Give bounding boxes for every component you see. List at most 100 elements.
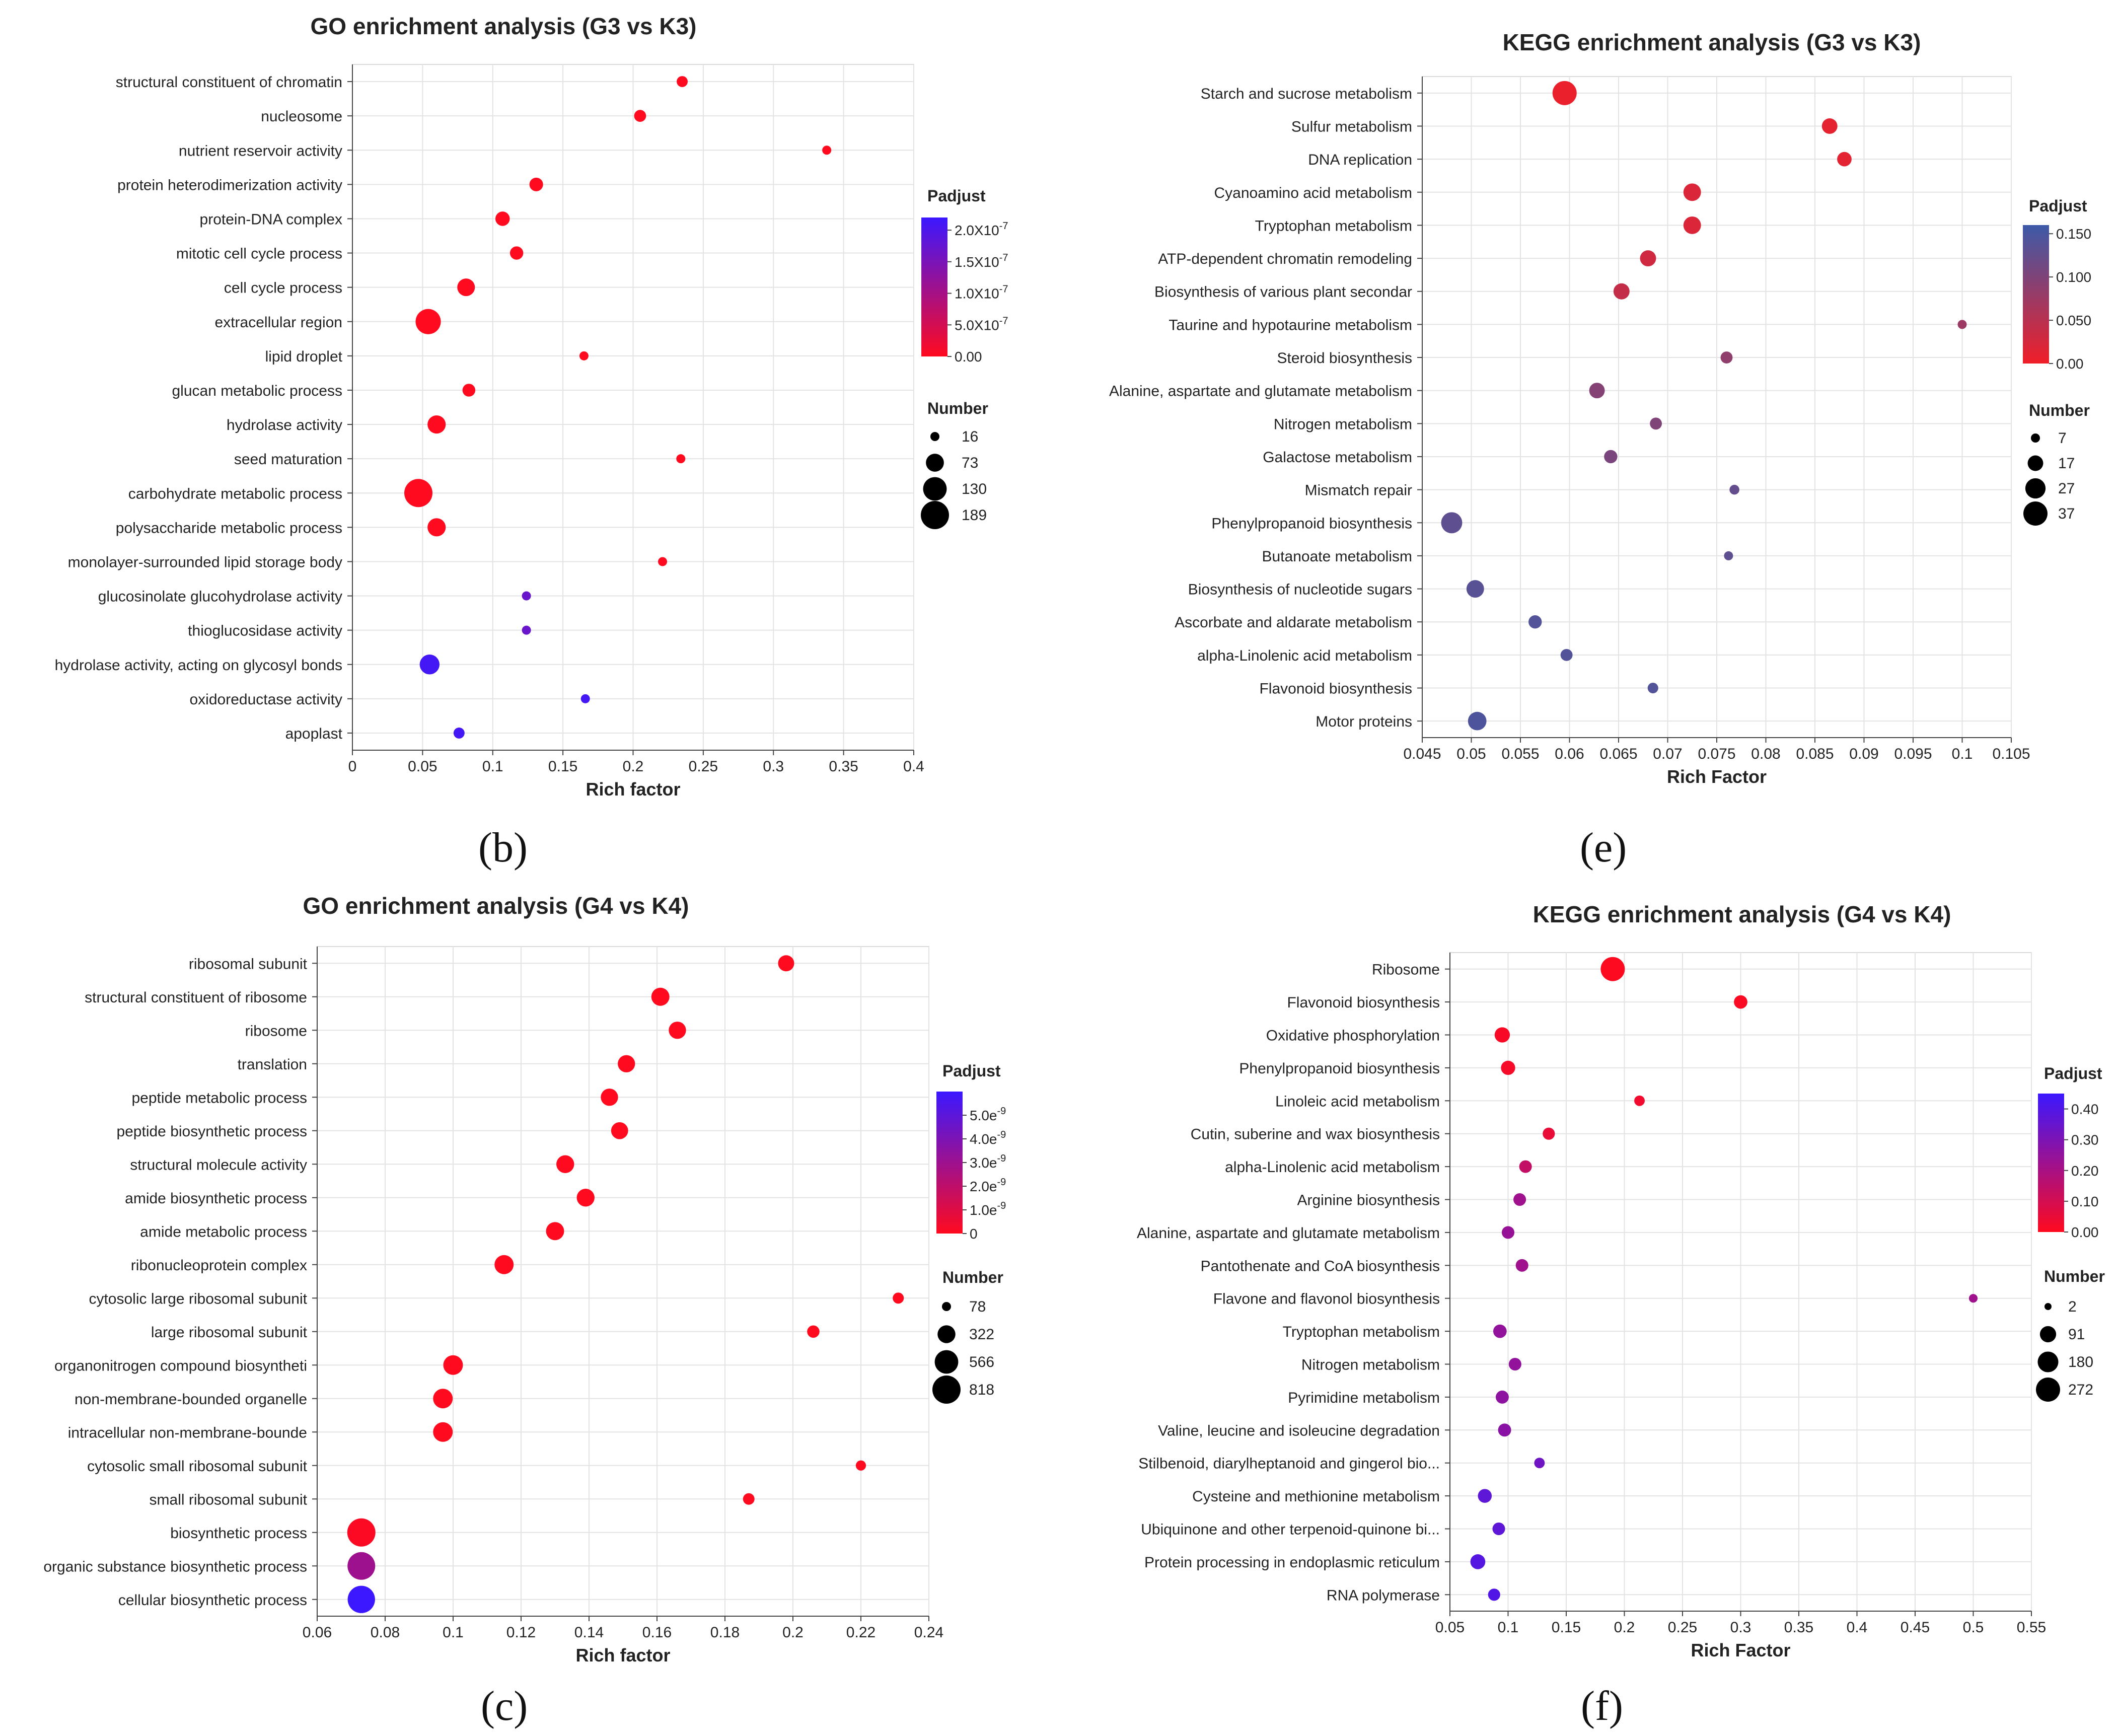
data-point [1724,551,1733,560]
term-label: Flavonoid biosynthesis [1287,994,1440,1011]
x-tick-label: 0.14 [574,1624,604,1641]
chart-c: GO enrichment analysis (G4 vs K4) 0.06 0.0… [43,893,1006,1666]
data-point [1968,1294,1978,1303]
term-label: Nitrogen metabolism [1274,416,1412,432]
term-label: RNA polymerase [1327,1587,1440,1604]
x-tick-label: 0.1 [1952,746,1973,762]
color-tick-label: 0.20 [2071,1163,2099,1179]
x-tick-label: 0.24 [914,1624,943,1641]
data-point [546,1222,564,1241]
data-point [634,110,646,122]
data-point [1468,711,1487,731]
color-tick-label: 0.100 [2056,269,2091,285]
term-label: amide metabolic process [140,1223,307,1240]
data-point [1478,1489,1492,1503]
data-point [419,655,440,675]
color-tick-base: 1.0e [970,1202,997,1218]
x-tick-label: 0.3 [763,758,784,775]
x-tick-label: 0.06 [1555,746,1584,762]
data-point [453,728,465,739]
data-point [1501,1226,1515,1239]
x-tick-label: 0.075 [1698,746,1735,762]
data-point [347,1552,376,1580]
size-legend-circle [2039,1326,2057,1343]
data-point [576,1189,595,1207]
size-legend-label: 566 [969,1354,994,1370]
term-label: Tryptophan metabolism [1283,1324,1440,1340]
color-tick-label: 4.0e-9 [970,1129,1006,1147]
x-tick-label: 0.105 [1992,746,2030,762]
size-legend-circle [2025,478,2046,499]
color-tick-base: 1.5X10 [955,254,999,270]
term-label: Valine, leucine and isoleucine degradati… [1158,1422,1440,1439]
chart-b: GO enrichment analysis (G3 vs K3) 0 0.05 0.… [55,13,1008,800]
data-point [807,1325,820,1338]
color-tick-label: 1.0X10-7 [955,284,1008,302]
term-label: intracellular non-membrane-bounde [68,1424,307,1441]
color-legend-title: Padjust [942,1062,1001,1080]
term-label: structural constituent of chromatin [116,74,342,91]
color-tick-base: 0.00 [955,349,982,365]
color-tick-exp: -7 [999,221,1008,232]
x-tick-label: 0.08 [371,1624,400,1641]
data-point [1552,81,1577,105]
x-tick-label: 0.1 [443,1624,464,1641]
panel-label-f: (f) [1581,1683,1623,1729]
color-tick-label: 3.0e-9 [970,1153,1006,1171]
color-tick-label: 0.00 [2071,1224,2099,1240]
data-point [1495,1390,1509,1404]
term-label: Taurine and hypotaurine metabolism [1168,317,1412,333]
x-tick-label: 0.045 [1403,746,1441,762]
term-label: Steroid biosynthesis [1277,350,1412,367]
x-tick-label: 0.09 [1849,746,1878,762]
x-axis-label: Rich Factor [1691,1640,1790,1660]
data-point [1604,450,1618,464]
term-label: non-membrane-bounded organelle [75,1391,307,1408]
term-label: alpha-Linolenic acid metabolism [1197,647,1412,664]
color-bar [2023,225,2049,364]
color-tick-base: 0.100 [2056,269,2091,285]
color-tick-base: 2.0X10 [955,223,999,238]
x-axis-label: Rich factor [586,779,680,800]
data-point [415,309,441,334]
term-label: lipid droplet [265,348,343,365]
data-point [618,1055,635,1072]
data-point [1501,1060,1515,1075]
data-point [522,591,531,601]
chart-title: GO enrichment analysis (G4 vs K4) [303,893,689,919]
size-legend-label: 73 [962,455,978,471]
size-legend-circle [923,477,947,501]
color-tick-base: 0.30 [2071,1132,2099,1148]
term-label: translation [238,1056,307,1073]
data-point [1734,995,1747,1009]
x-tick-label: 0.16 [642,1624,672,1641]
term-label: Linoleic acid metabolism [1275,1093,1440,1110]
color-tick-label: 1.5X10-7 [955,252,1008,270]
term-label: seed maturation [234,451,342,468]
term-label: biosynthetic process [170,1525,307,1542]
data-point [1720,351,1733,364]
term-label: alpha-Linolenic acid metabolism [1225,1159,1440,1176]
data-point [1589,383,1605,399]
x-tick-label: 0.15 [548,758,577,775]
data-point [778,955,794,972]
color-tick-base: 0.150 [2056,226,2091,242]
color-tick-label: 0.10 [2071,1194,2099,1209]
data-point [601,1089,618,1106]
term-label: polysaccharide metabolic process [116,520,342,536]
color-bar [2038,1094,2064,1232]
size-legend-label: 189 [962,507,987,524]
size-legend-label: 91 [2068,1326,2085,1343]
term-label: small ribosomal subunit [150,1491,308,1508]
color-tick-label: 0.050 [2056,313,2091,328]
term-label: cytosolic small ribosomal subunit [87,1458,307,1475]
data-point [1441,512,1463,534]
data-point [1957,320,1967,329]
x-axis-label: Rich Factor [1667,766,1767,787]
color-tick-base: 0.20 [2071,1163,2099,1179]
size-legend-label: 78 [969,1298,986,1315]
term-label: glucan metabolic process [172,383,342,399]
term-label: DNA replication [1308,152,1412,168]
color-tick-base: 2.0e [970,1179,997,1194]
